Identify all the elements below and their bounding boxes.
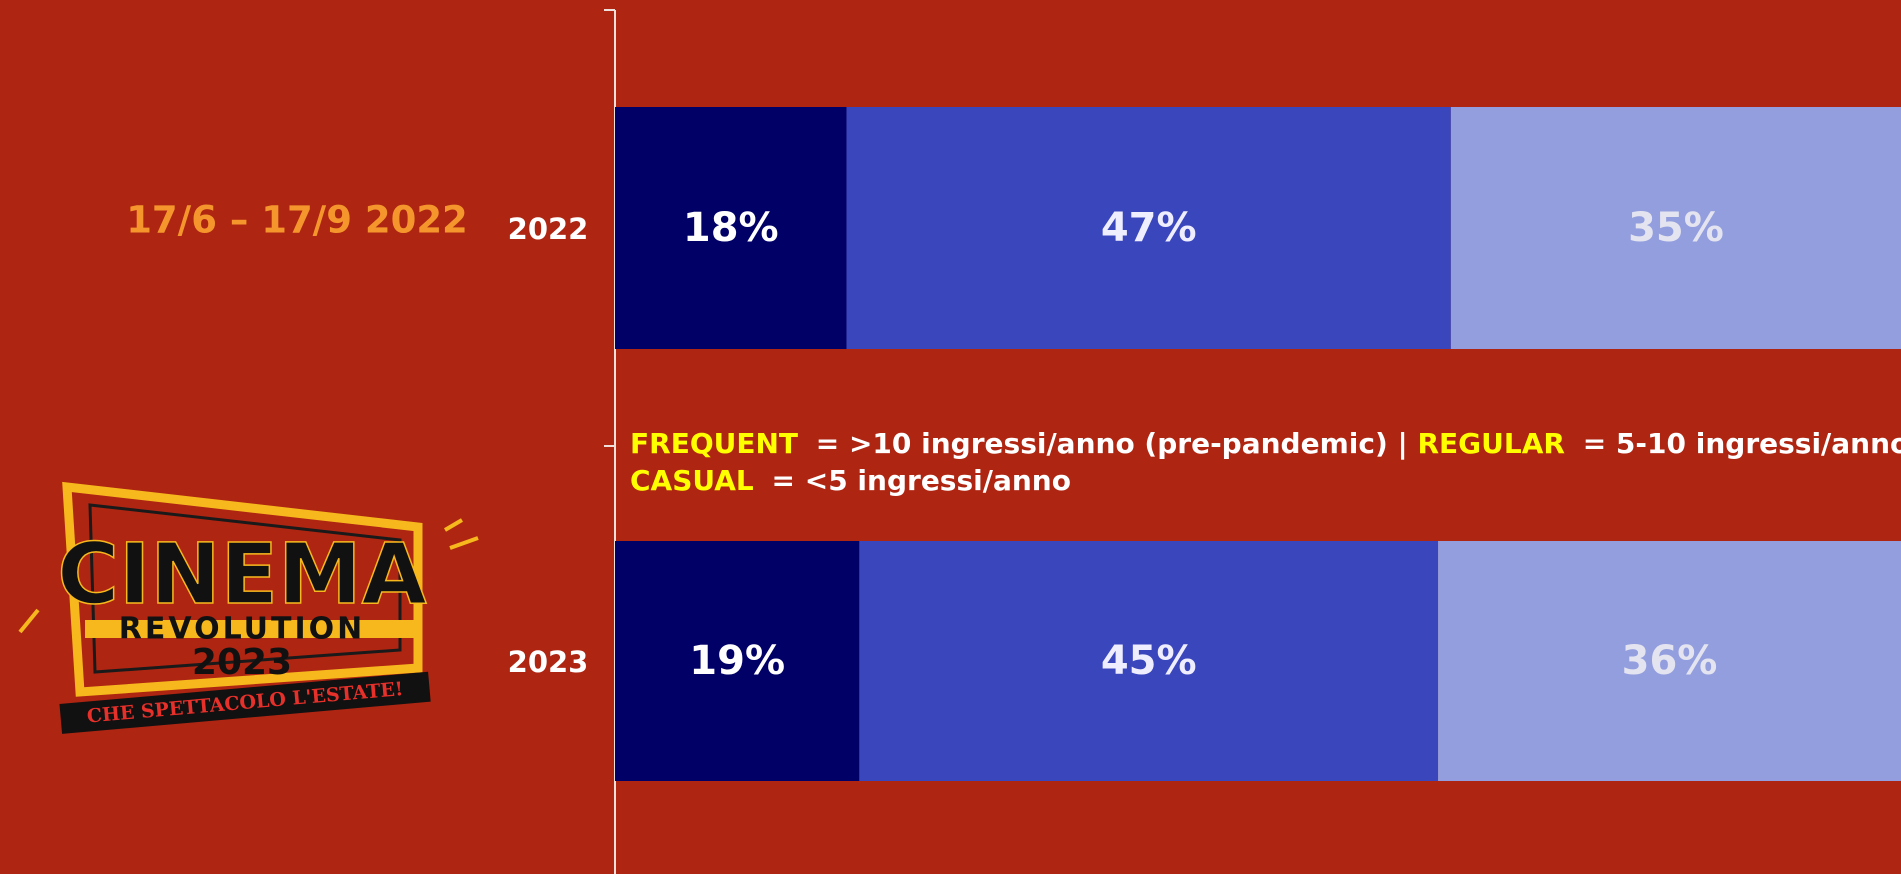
- logo-spark: [18, 608, 40, 634]
- data-label: 47%: [1101, 205, 1197, 251]
- bar-segment: [1438, 541, 1901, 781]
- logo-year: 2023: [192, 642, 292, 683]
- logo-spark: [449, 536, 479, 550]
- logo-band: [85, 620, 415, 638]
- logo-frame: [62, 481, 423, 697]
- data-label: 35%: [1628, 205, 1724, 251]
- legend-desc: = >10 ingressi/anno (pre-pandemic) |: [816, 427, 1408, 460]
- bar-segment: [1450, 107, 1901, 349]
- subtitle: 17/6 – 17/9 2022: [126, 199, 468, 242]
- data-label: 36%: [1622, 638, 1718, 684]
- legend-entry: REGULAR: [1417, 427, 1564, 460]
- bar-segment: [859, 541, 1439, 781]
- legend-entry: CASUAL: [630, 464, 754, 497]
- data-label: 45%: [1101, 638, 1197, 684]
- legend-desc: = <5 ingressi/anno: [772, 464, 1071, 497]
- y-tick-label: 2023: [508, 645, 589, 679]
- logo-subtitle: REVOLUTION: [119, 612, 365, 647]
- y-tick-label: 2022: [508, 212, 589, 246]
- bar-segment: [615, 541, 860, 781]
- legend-note: FREQUENT = >10 ingressi/anno (pre-pandem…: [630, 427, 1901, 497]
- bar-segment: [615, 107, 847, 349]
- legend-desc: = 5-10 ingressi/anno |: [1583, 427, 1901, 460]
- legend-entry: FREQUENT: [630, 427, 798, 460]
- logo-title: CINEMA: [57, 525, 426, 623]
- logo-tag-band: [59, 671, 431, 734]
- logo-spark: [443, 518, 464, 532]
- bar-segment: [846, 107, 1451, 349]
- logo-frame-inner: [88, 503, 402, 674]
- data-label: 18%: [683, 205, 779, 251]
- data-label: 19%: [689, 638, 785, 684]
